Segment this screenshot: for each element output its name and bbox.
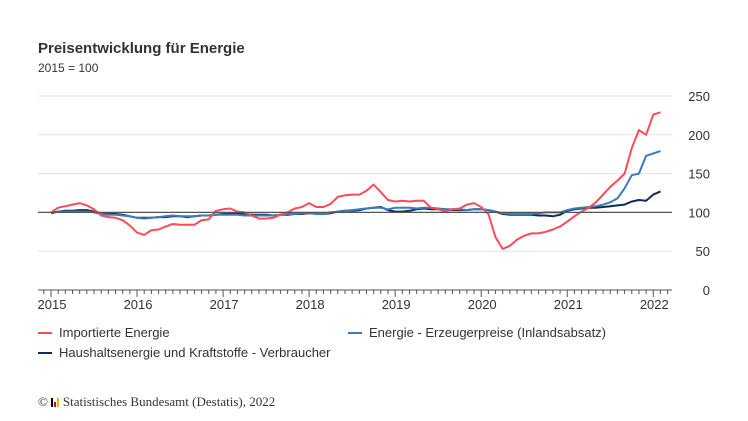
copyright-symbol: © [38,394,48,409]
destatis-logo-icon [50,397,59,407]
legend-label: Importierte Energie [59,325,170,340]
y-tick-label: 100 [688,205,710,220]
y-tick-label: 50 [696,244,710,259]
y-tick-label: 200 [688,128,710,143]
y-tick-label: 250 [688,89,710,104]
x-tick-label: 2021 [554,297,583,312]
x-tick-label: 2015 [38,297,67,312]
legend-swatch [348,331,362,334]
legend-label: Haushaltsenergie und Kraftstoffe - Verbr… [59,345,331,360]
source-footer: © Statistisches Bundesamt (Destatis), 20… [38,394,275,410]
x-tick-label: 2019 [382,297,411,312]
source-text: Statistisches Bundesamt (Destatis), 2022 [62,394,276,409]
legend-label: Energie - Erzeugerpreise (Inlandsabsatz) [369,325,607,340]
legend-item-producer: Energie - Erzeugerpreise (Inlandsabsatz) [348,325,606,340]
series-line-1 [50,150,661,220]
chart-title: Preisentwicklung für Energie [38,40,245,57]
legend-swatch [38,331,52,334]
chart-subtitle: 2015 = 100 [38,61,99,75]
x-tick-label: 2022 [640,297,669,312]
x-tick-label: 2016 [124,297,153,312]
y-tick-label: 150 [688,167,710,182]
legend-swatch [38,351,52,354]
x-tick-label: 2020 [468,297,497,312]
legend-item-imported: Importierte Energie [38,325,170,340]
x-tick-label: 2018 [296,297,325,312]
series-line-0 [50,111,661,250]
x-tick-label: 2017 [210,297,239,312]
y-tick-label: 0 [703,283,710,298]
legend-item-household: Haushaltsenergie und Kraftstoffe - Verbr… [38,345,330,360]
